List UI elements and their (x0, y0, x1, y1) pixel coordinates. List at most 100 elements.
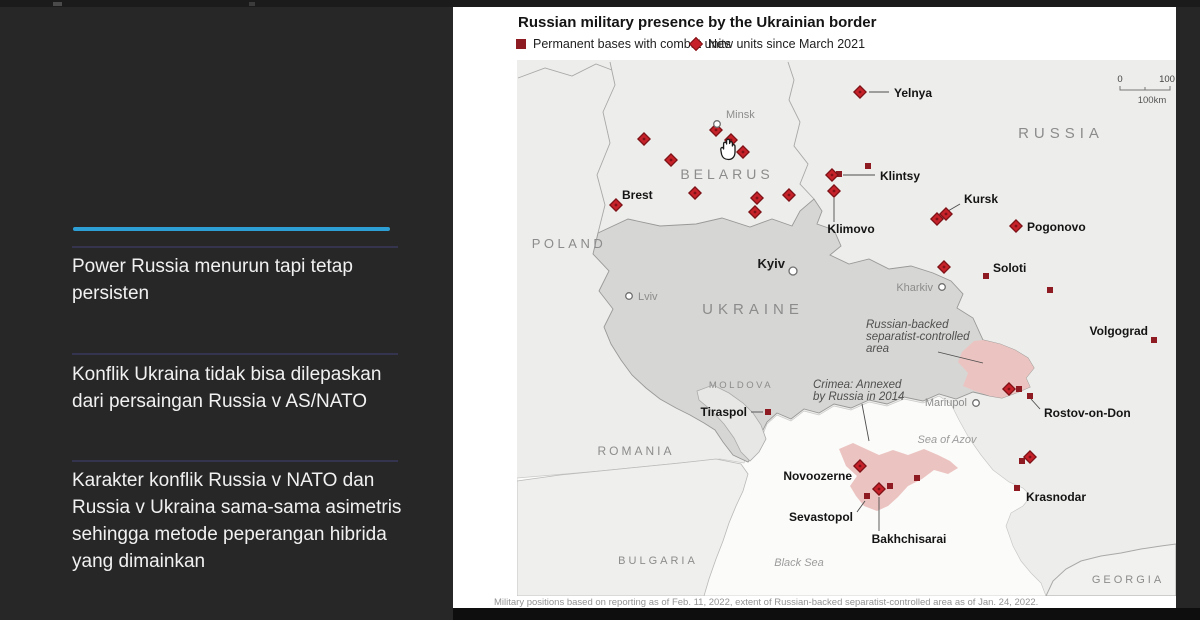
city-dot-mariupol (972, 399, 980, 407)
diamond-center-dot (1014, 224, 1018, 228)
base-square-marker (1014, 485, 1020, 491)
base-square-marker (865, 163, 871, 169)
marker-label-soloti: Soloti (993, 261, 1026, 275)
map-caption: Military positions based on reporting as… (494, 597, 1039, 608)
poland-border (596, 61, 616, 234)
base-square-marker (864, 493, 870, 499)
base-square-marker (765, 409, 771, 415)
diamond-center-dot (942, 265, 946, 269)
region-label-georgia: GEORGIA (1092, 574, 1164, 586)
city-label-minsk: Minsk (726, 109, 755, 121)
region-label-bulgaria: BULGARIA (618, 555, 698, 567)
legend-label: Permanent bases with combat units (533, 37, 732, 51)
legend-item-permanent-bases: Permanent bases with combat units (516, 37, 731, 51)
bullet-divider (72, 353, 398, 355)
diamond-center-dot (1007, 387, 1011, 391)
diamond-center-dot (830, 173, 834, 177)
marker-label-bakhchisarai: Bakhchisarai (872, 532, 947, 546)
region-label-belarus: BELARUS (680, 166, 773, 182)
marker-label-pogonovo: Pogonovo (1027, 220, 1086, 234)
base-square-marker (914, 475, 920, 481)
base-square-marker (1019, 458, 1025, 464)
legend-label: New units since March 2021 (708, 37, 866, 51)
city-dot-lviv (625, 292, 633, 300)
title-bar-notch (53, 2, 62, 6)
city-label-kharkiv: Kharkiv (896, 282, 933, 294)
diamond-center-dot (1028, 455, 1032, 459)
diamond-center-dot (858, 464, 862, 468)
hand-cursor-icon (720, 138, 736, 161)
city-dot-kyiv (788, 266, 798, 276)
region-label-poland: POLAND (532, 236, 606, 251)
slide-notes-panel: Power Russia menurun tapi tetap persiste… (0, 7, 453, 620)
bullet-divider (72, 246, 398, 248)
diamond-center-dot (729, 138, 733, 142)
diamond-center-dot (642, 137, 646, 141)
bullet-3: Karakter konflik Russia v NATO dan Russi… (72, 470, 402, 572)
region-label-ukraine: UKRAINE (702, 301, 804, 318)
annotation-line: separatist-controlled (866, 331, 970, 343)
diamond-center-dot (877, 487, 881, 491)
bottom-window-strip (453, 608, 1200, 620)
right-window-strip (1176, 0, 1200, 620)
georgia-land (1045, 543, 1176, 596)
diamond-center-dot (714, 128, 718, 132)
base-square-marker (983, 273, 989, 279)
marker-label-rostov-on-don: Rostov-on-Don (1044, 406, 1131, 420)
leader-line (937, 351, 984, 364)
base-square-marker (1027, 393, 1033, 399)
annotation-line: area (866, 343, 889, 355)
base-square-marker (1047, 287, 1053, 293)
region-label-romania: ROMANIA (597, 444, 674, 458)
title-bar-notch (249, 2, 255, 6)
bullet-1: Power Russia menurun tapi tetap persiste… (72, 256, 353, 304)
city-label-mariupol: Mariupol (925, 397, 967, 409)
annotation-line: Crimea: Annexed (813, 379, 902, 391)
accent-underline (73, 227, 390, 231)
marker-label-volgograd: Volgograd (1090, 324, 1148, 338)
annotation-line: by Russia in 2014 (813, 391, 904, 403)
city-label-kyiv: Kyiv (758, 256, 786, 271)
region-label-russia: RUSSIA (1018, 125, 1104, 142)
base-square-marker (1016, 386, 1022, 392)
diamond-center-dot (755, 196, 759, 200)
marker-label-krasnodar: Krasnodar (1026, 490, 1086, 504)
city-dot-minsk (713, 120, 721, 128)
scale-hundred: 100 (1159, 74, 1175, 85)
annotation-line: Russian-backed (866, 319, 949, 331)
diamond-center-dot (787, 193, 791, 197)
base-square-marker (1151, 337, 1157, 343)
diamond-center-dot (935, 217, 939, 221)
romania-land (517, 458, 749, 596)
leader-line (947, 203, 961, 212)
moldova-shape (696, 384, 767, 462)
diamond-center-dot (693, 191, 697, 195)
leader-line (861, 403, 870, 442)
marker-label-klimovo: Klimovo (827, 222, 874, 236)
marker-label-kursk: Kursk (964, 192, 998, 206)
marker-label-brest: Brest (622, 188, 653, 202)
marker-label-klintsy: Klintsy (880, 169, 920, 183)
border-map: POLAND BELARUS RUSSIA UKRAINE MOLDOVA ROMANIA… (517, 60, 1176, 596)
diamond-center-dot (741, 150, 745, 154)
base-square-marker (836, 171, 842, 177)
leader-line (856, 500, 866, 513)
map-title: Russian military presence by the Ukraini… (518, 14, 877, 31)
city-dot-kharkiv (938, 283, 946, 291)
city-label-lviv: Lviv (638, 291, 658, 303)
diamond-center-dot (832, 189, 836, 193)
legend-square-icon (516, 39, 526, 49)
window-title-bar (0, 0, 1200, 7)
map-panel: Russian military presence by the Ukraini… (453, 7, 1176, 608)
legend-item-new-units: New units since March 2021 (688, 36, 866, 52)
legend-diamond-icon (688, 36, 704, 52)
diamond-center-dot (614, 203, 618, 207)
diamond-center-dot (944, 212, 948, 216)
scale-bar (1119, 86, 1171, 91)
marker-label-sevastopol: Sevastopol (789, 510, 853, 524)
separatist-area (958, 340, 1034, 398)
leader-line (1030, 398, 1041, 410)
bullet-2: Konflik Ukraina tidak bisa dilepaskan da… (72, 364, 382, 412)
sea-label: Black Sea (774, 557, 824, 569)
baltic-border (517, 63, 613, 79)
